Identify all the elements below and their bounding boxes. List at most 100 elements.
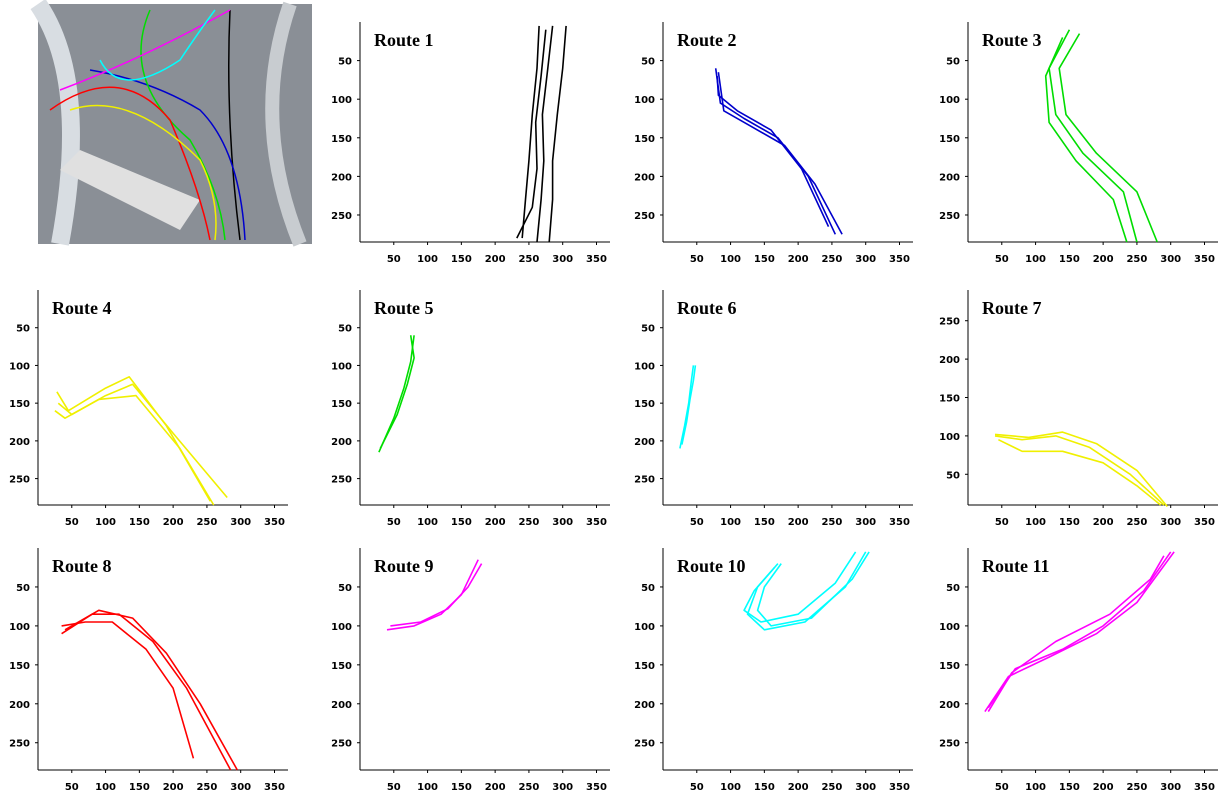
x-tick-label: 200	[788, 254, 809, 265]
x-tick-label: 300	[1160, 782, 1181, 793]
x-tick-label: 100	[720, 254, 741, 265]
x-tick-label: 200	[1093, 254, 1114, 265]
x-tick-label: 350	[586, 254, 607, 265]
x-tick-label: 300	[552, 254, 573, 265]
x-tick-label: 200	[163, 782, 184, 793]
x-tick-label: 150	[129, 517, 150, 528]
x-tick-label: 150	[129, 782, 150, 793]
x-tick-label: 100	[95, 517, 116, 528]
trajectory	[682, 365, 696, 444]
y-tick-label: 50	[16, 583, 30, 594]
x-tick-label: 100	[1025, 782, 1046, 793]
x-tick-label: 100	[1025, 517, 1046, 528]
route-title: Route 2	[677, 30, 737, 50]
y-tick-label: 250	[634, 475, 655, 486]
y-tick-label: 150	[939, 394, 960, 405]
trajectory	[680, 365, 694, 448]
x-tick-label: 250	[821, 254, 842, 265]
route-title: Route 11	[982, 556, 1050, 576]
x-tick-label: 50	[65, 517, 79, 528]
y-tick-label: 200	[331, 437, 352, 448]
y-tick-label: 100	[634, 95, 655, 106]
trajectory	[998, 440, 1160, 505]
x-tick-label: 350	[1194, 254, 1215, 265]
x-tick-label: 100	[417, 254, 438, 265]
y-tick-label: 150	[634, 399, 655, 410]
x-tick-label: 200	[1093, 517, 1114, 528]
x-tick-label: 150	[754, 782, 775, 793]
x-tick-label: 50	[387, 517, 401, 528]
route-title: Route 1	[374, 30, 434, 50]
y-tick-label: 100	[634, 361, 655, 372]
trajectory	[988, 556, 1164, 712]
y-tick-label: 150	[939, 134, 960, 145]
y-tick-label: 200	[634, 172, 655, 183]
y-tick-label: 250	[9, 475, 30, 486]
x-tick-label: 150	[1059, 254, 1080, 265]
x-tick-label: 150	[1059, 782, 1080, 793]
route-title: Route 8	[52, 556, 112, 576]
trajectory	[379, 335, 414, 452]
x-tick-label: 200	[788, 517, 809, 528]
x-tick-label: 50	[995, 254, 1009, 265]
trajectory	[65, 610, 237, 770]
y-tick-label: 50	[946, 583, 960, 594]
y-tick-label: 250	[939, 317, 960, 328]
x-tick-label: 50	[65, 782, 79, 793]
trajectory	[549, 26, 566, 242]
route-panel: 5010015020025050100150200250300350Route …	[939, 290, 1218, 528]
figure: 50 100 150 200 250 50 100 150 200 250 300 350 Route …	[0, 0, 1229, 805]
x-tick-label: 200	[1093, 782, 1114, 793]
x-tick-label: 250	[196, 517, 217, 528]
x-tick-label: 200	[485, 782, 506, 793]
y-tick-label: 50	[338, 324, 352, 335]
y-tick-label: 100	[939, 432, 960, 443]
x-tick-label: 100	[417, 517, 438, 528]
trajectory	[995, 436, 1164, 505]
x-tick-label: 100	[720, 782, 741, 793]
y-tick-label: 100	[331, 95, 352, 106]
y-tick-label: 150	[9, 399, 30, 410]
x-tick-label: 150	[1059, 517, 1080, 528]
y-tick-label: 250	[331, 211, 352, 222]
route-title: Route 5	[374, 298, 434, 318]
x-tick-label: 50	[690, 782, 704, 793]
route-panel: 5010015020025050100150200250300350Route …	[939, 548, 1218, 793]
x-tick-label: 350	[586, 517, 607, 528]
x-tick-label: 100	[720, 517, 741, 528]
x-tick-label: 350	[1194, 517, 1215, 528]
x-tick-label: 250	[196, 782, 217, 793]
x-tick-label: 300	[1160, 254, 1181, 265]
x-tick-label: 250	[518, 782, 539, 793]
y-tick-label: 100	[939, 95, 960, 106]
trajectory	[380, 335, 414, 448]
x-tick-label: 350	[889, 782, 910, 793]
x-tick-label: 350	[1194, 782, 1215, 793]
y-tick-label: 150	[331, 661, 352, 672]
x-tick-label: 200	[485, 254, 506, 265]
x-tick-label: 150	[754, 254, 775, 265]
x-tick-label: 350	[264, 782, 285, 793]
x-tick-label: 250	[1126, 254, 1147, 265]
y-tick-label: 50	[641, 324, 655, 335]
y-tick-label: 150	[939, 661, 960, 672]
y-tick-label: 200	[939, 172, 960, 183]
x-tick-label: 350	[889, 517, 910, 528]
y-tick-label: 250	[939, 739, 960, 750]
y-tick-label: 150	[9, 661, 30, 672]
y-tick-label: 250	[331, 739, 352, 750]
route-panel: 5010015020025050100150200250300350Route …	[634, 548, 913, 793]
x-tick-label: 150	[451, 254, 472, 265]
y-tick-label: 250	[634, 211, 655, 222]
trajectory	[744, 552, 856, 622]
y-tick-label: 250	[939, 211, 960, 222]
x-tick-label: 50	[995, 782, 1009, 793]
x-tick-label: 300	[855, 517, 876, 528]
trajectory	[62, 622, 194, 758]
x-tick-label: 300	[552, 782, 573, 793]
x-tick-label: 100	[417, 782, 438, 793]
y-tick-label: 50	[338, 583, 352, 594]
